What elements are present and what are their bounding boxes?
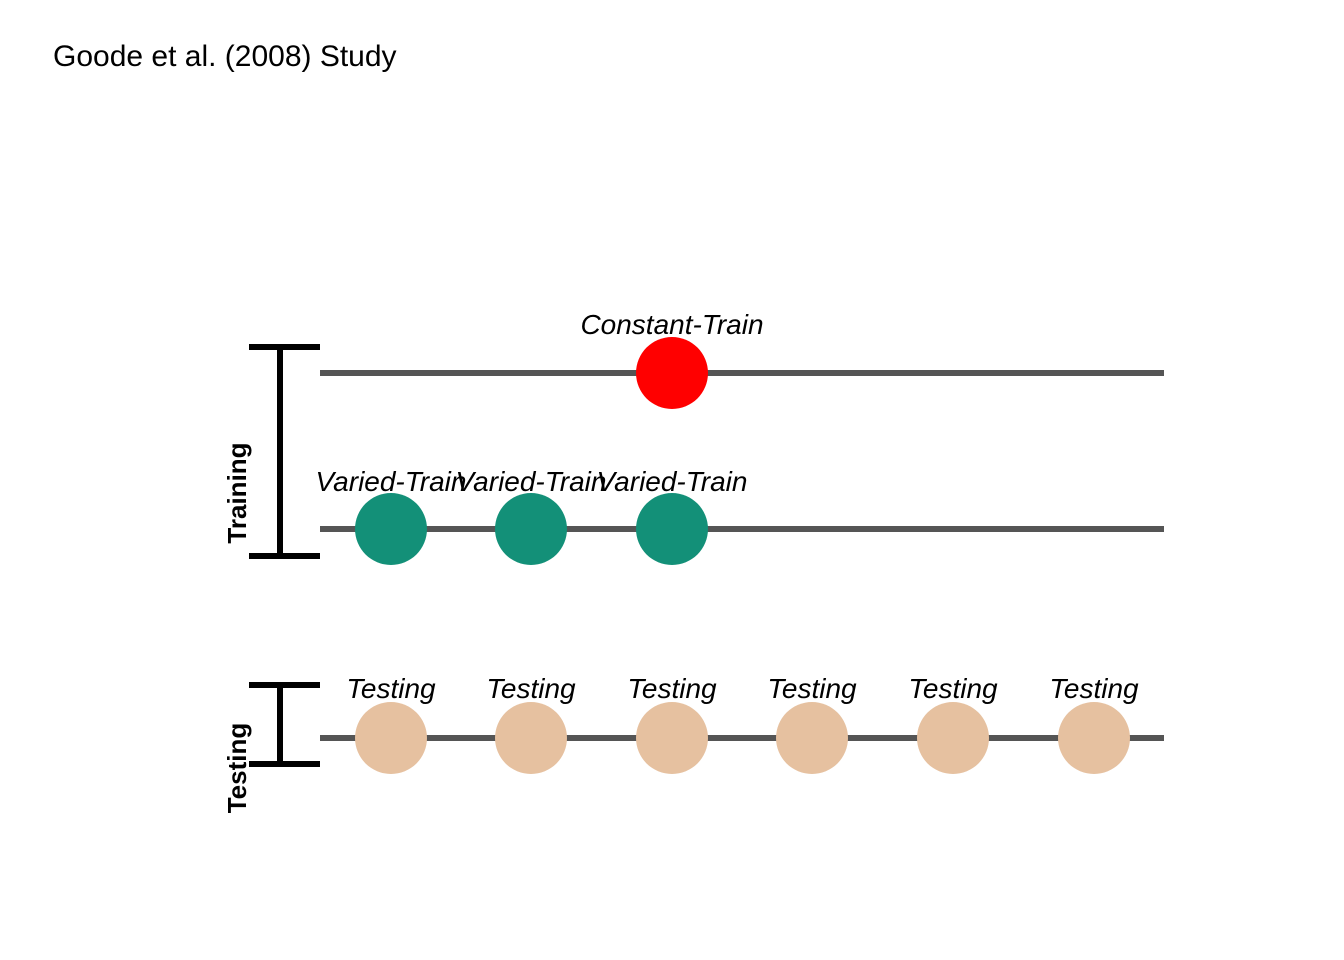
- row-varied-train: Varied-Train Varied-Train Varied-Train: [316, 466, 1164, 565]
- training-group-label: Training: [222, 442, 252, 543]
- testing-label: Testing: [627, 673, 717, 704]
- testing-marker: [636, 702, 708, 774]
- training-bracket: [249, 344, 320, 559]
- constant-train-marker: [636, 337, 708, 409]
- testing-marker: [917, 702, 989, 774]
- constant-train-label: Constant-Train: [580, 309, 763, 340]
- testing-marker: [495, 702, 567, 774]
- row-testing: Testing Testing Testing Testing Testing …: [320, 673, 1164, 774]
- testing-label: Testing: [908, 673, 998, 704]
- varied-train-label: Varied-Train: [456, 466, 607, 497]
- varied-train-marker: [355, 493, 427, 565]
- varied-train-label: Varied-Train: [316, 466, 467, 497]
- testing-marker: [776, 702, 848, 774]
- row-constant-train: Constant-Train: [320, 309, 1164, 409]
- testing-marker: [1058, 702, 1130, 774]
- testing-group-label: Testing: [222, 723, 252, 814]
- testing-bracket: [249, 682, 320, 767]
- testing-label: Testing: [1049, 673, 1139, 704]
- varied-train-marker: [636, 493, 708, 565]
- testing-marker: [355, 702, 427, 774]
- varied-train-marker: [495, 493, 567, 565]
- testing-label: Testing: [346, 673, 436, 704]
- diagram-title: Goode et al. (2008) Study: [53, 40, 397, 73]
- testing-label: Testing: [767, 673, 857, 704]
- varied-train-label: Varied-Train: [597, 466, 748, 497]
- testing-label: Testing: [486, 673, 576, 704]
